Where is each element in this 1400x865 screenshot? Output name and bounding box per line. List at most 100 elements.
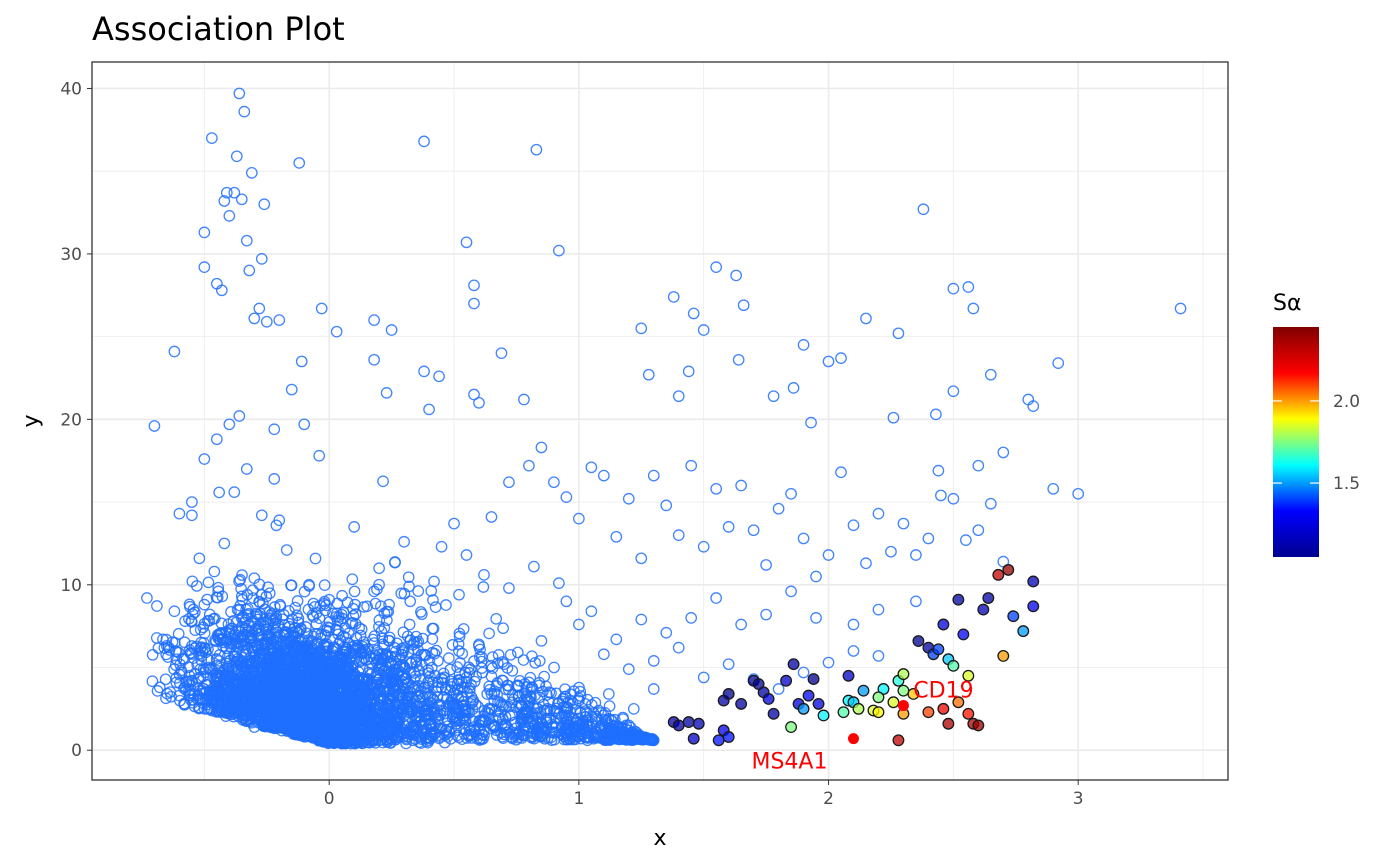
data-point xyxy=(292,710,305,722)
data-point xyxy=(410,709,423,722)
data-point xyxy=(411,705,424,717)
data-point xyxy=(444,663,457,676)
data-point xyxy=(319,629,332,642)
data-point xyxy=(947,385,960,398)
data-point xyxy=(302,699,315,711)
data-point xyxy=(352,642,365,655)
colored-data-point xyxy=(887,696,900,709)
data-point xyxy=(210,659,223,672)
data-point xyxy=(355,654,368,667)
data-point xyxy=(767,390,780,403)
data-point xyxy=(194,623,207,636)
data-point xyxy=(483,704,496,716)
colored-data-point xyxy=(972,719,985,732)
data-point xyxy=(223,625,236,637)
colored-data-point xyxy=(672,719,685,732)
data-point xyxy=(872,603,885,616)
data-point xyxy=(289,601,302,614)
data-point xyxy=(193,552,206,565)
data-point xyxy=(263,677,276,690)
data-point xyxy=(428,575,440,588)
data-point xyxy=(298,678,310,691)
data-point xyxy=(235,676,248,689)
data-point xyxy=(474,722,486,735)
x-tick-label: 1 xyxy=(573,789,584,809)
data-point xyxy=(292,616,305,629)
data-point xyxy=(223,210,236,222)
data-point xyxy=(561,713,574,726)
colored-data-point xyxy=(857,684,870,697)
data-point xyxy=(735,618,747,631)
data-point xyxy=(286,653,298,666)
data-point xyxy=(622,663,635,676)
data-point xyxy=(511,646,524,659)
data-point xyxy=(535,635,548,647)
data-point xyxy=(395,587,408,600)
data-point xyxy=(441,730,454,743)
data-point xyxy=(401,630,414,643)
data-point xyxy=(735,479,747,492)
data-point xyxy=(585,461,598,474)
data-point xyxy=(348,671,361,684)
colored-data-point xyxy=(942,717,955,730)
data-point xyxy=(228,186,241,199)
data-point xyxy=(358,652,370,665)
data-point xyxy=(504,648,517,661)
data-point xyxy=(444,732,457,745)
data-point xyxy=(485,670,498,683)
data-point xyxy=(448,517,460,530)
data-point xyxy=(313,670,326,683)
data-point xyxy=(580,726,592,739)
data-point xyxy=(320,599,333,612)
data-point xyxy=(212,581,225,594)
data-point xyxy=(526,732,538,744)
data-point xyxy=(685,459,698,472)
data-point xyxy=(419,728,432,741)
data-point xyxy=(274,598,286,611)
data-point xyxy=(313,612,326,625)
data-point xyxy=(453,668,466,680)
data-point xyxy=(234,638,247,650)
data-point xyxy=(523,676,535,689)
data-point xyxy=(453,674,466,687)
data-point xyxy=(223,418,236,431)
data-point xyxy=(435,681,448,694)
data-point xyxy=(566,697,579,709)
data-point xyxy=(192,672,205,684)
data-point xyxy=(381,614,393,627)
colored-data-point xyxy=(722,731,735,743)
data-point xyxy=(610,530,623,543)
data-point xyxy=(822,355,835,368)
y-axis-title: y xyxy=(19,414,44,427)
data-point xyxy=(533,655,546,667)
data-point xyxy=(198,627,211,640)
data-point xyxy=(541,689,553,701)
data-point xyxy=(478,729,490,742)
data-point xyxy=(332,714,344,727)
data-point xyxy=(418,365,430,378)
data-point xyxy=(297,649,310,662)
data-point xyxy=(336,612,348,625)
data-point xyxy=(347,697,360,710)
chart-title: Association Plot xyxy=(92,10,345,48)
data-point xyxy=(667,291,680,303)
data-point xyxy=(503,582,515,594)
data-point xyxy=(410,630,423,643)
data-point xyxy=(240,623,252,636)
data-point xyxy=(835,352,847,364)
data-point xyxy=(602,688,615,700)
data-point xyxy=(342,627,355,640)
data-point xyxy=(450,724,462,736)
legend-title: Sα xyxy=(1273,291,1301,316)
data-point xyxy=(220,676,232,689)
y-tick-label: 20 xyxy=(60,410,82,430)
data-point xyxy=(402,646,415,658)
data-point xyxy=(217,640,229,652)
data-point xyxy=(597,648,610,661)
data-point xyxy=(168,345,181,358)
data-point xyxy=(543,686,556,699)
data-point xyxy=(548,661,560,674)
data-point xyxy=(388,682,400,694)
data-point xyxy=(342,636,355,649)
data-point xyxy=(353,621,365,634)
